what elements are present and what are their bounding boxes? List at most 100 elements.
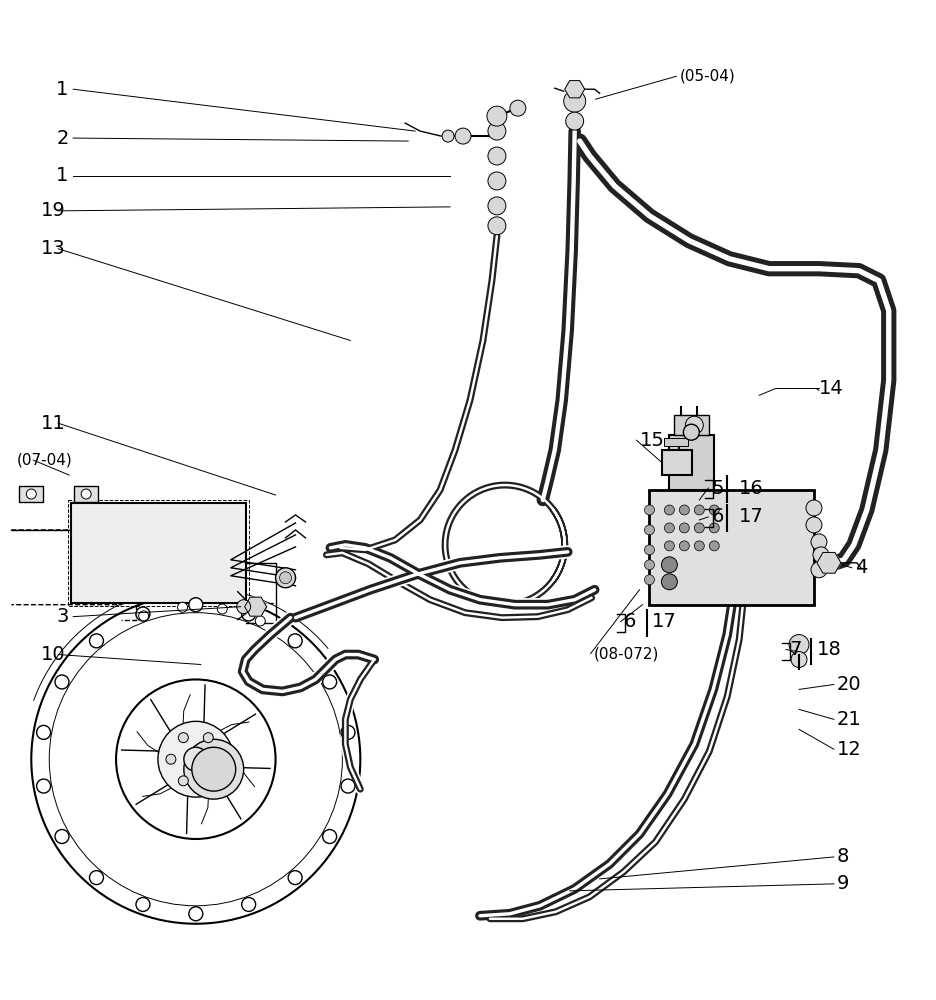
Circle shape	[37, 779, 51, 793]
Circle shape	[136, 897, 150, 911]
Circle shape	[645, 575, 654, 585]
Text: 6: 6	[623, 612, 636, 631]
Circle shape	[37, 725, 51, 739]
Text: 4: 4	[855, 558, 868, 577]
Text: 1: 1	[56, 166, 68, 185]
Circle shape	[323, 675, 337, 689]
Text: 13: 13	[41, 239, 66, 258]
Circle shape	[709, 523, 719, 533]
Circle shape	[166, 754, 176, 764]
Circle shape	[203, 776, 213, 786]
Text: 6: 6	[711, 507, 724, 526]
Circle shape	[811, 534, 826, 550]
Circle shape	[55, 830, 69, 843]
Text: 11: 11	[41, 414, 66, 433]
Circle shape	[81, 489, 91, 499]
Circle shape	[488, 217, 505, 235]
Circle shape	[179, 776, 188, 786]
Text: 7: 7	[789, 640, 801, 659]
Circle shape	[665, 505, 674, 515]
Circle shape	[323, 830, 337, 843]
Circle shape	[341, 779, 355, 793]
Circle shape	[288, 871, 302, 885]
Circle shape	[216, 754, 226, 764]
Circle shape	[341, 725, 355, 739]
Circle shape	[806, 517, 822, 533]
Text: 10: 10	[41, 645, 66, 664]
Text: 17: 17	[739, 507, 764, 526]
Circle shape	[665, 523, 674, 533]
Circle shape	[683, 424, 699, 440]
Circle shape	[709, 505, 719, 515]
Circle shape	[645, 560, 654, 570]
Circle shape	[665, 541, 674, 551]
Text: 15: 15	[639, 431, 665, 450]
Bar	[71, 503, 245, 603]
Circle shape	[275, 568, 296, 588]
Circle shape	[256, 616, 265, 626]
Text: 21: 21	[837, 710, 862, 729]
Text: 2: 2	[56, 129, 68, 148]
Circle shape	[791, 652, 807, 668]
Bar	[663, 450, 693, 475]
Text: 19: 19	[41, 201, 66, 220]
Circle shape	[645, 525, 654, 535]
Circle shape	[136, 607, 150, 621]
Text: 8: 8	[837, 847, 849, 866]
Circle shape	[488, 147, 505, 165]
Circle shape	[183, 739, 243, 799]
Circle shape	[26, 489, 37, 499]
Circle shape	[662, 557, 678, 573]
Circle shape	[178, 602, 187, 612]
Circle shape	[709, 541, 719, 551]
Text: (07-04): (07-04)	[16, 453, 72, 468]
Circle shape	[695, 523, 704, 533]
Circle shape	[179, 733, 188, 743]
Circle shape	[488, 122, 505, 140]
Circle shape	[455, 128, 471, 144]
Circle shape	[695, 541, 704, 551]
Text: 5: 5	[711, 479, 724, 498]
Text: 20: 20	[837, 675, 861, 694]
Text: (08-072): (08-072)	[593, 646, 659, 661]
Circle shape	[487, 106, 507, 126]
Circle shape	[203, 733, 213, 743]
Circle shape	[217, 604, 227, 614]
Bar	[74, 486, 98, 502]
Circle shape	[680, 505, 689, 515]
Circle shape	[90, 634, 104, 648]
Circle shape	[241, 607, 256, 621]
Text: 9: 9	[837, 874, 849, 893]
Polygon shape	[244, 597, 267, 616]
Circle shape	[90, 871, 104, 885]
Bar	[669, 435, 714, 490]
Text: 12: 12	[837, 740, 862, 759]
Bar	[20, 486, 43, 502]
Text: 14: 14	[819, 379, 843, 398]
Text: 16: 16	[739, 479, 764, 498]
Circle shape	[189, 907, 203, 921]
Circle shape	[192, 747, 236, 791]
Bar	[665, 438, 688, 446]
Circle shape	[55, 675, 69, 689]
Text: 1: 1	[56, 80, 68, 99]
Circle shape	[695, 505, 704, 515]
Bar	[650, 490, 814, 605]
Circle shape	[158, 721, 234, 797]
Circle shape	[806, 500, 822, 516]
Circle shape	[680, 541, 689, 551]
Circle shape	[563, 90, 586, 112]
Circle shape	[488, 172, 505, 190]
Polygon shape	[817, 552, 841, 573]
Circle shape	[811, 562, 826, 578]
Circle shape	[139, 611, 149, 621]
Bar	[68, 500, 249, 606]
Circle shape	[645, 545, 654, 555]
Circle shape	[280, 572, 291, 584]
Circle shape	[237, 600, 251, 614]
Text: 3: 3	[56, 607, 68, 626]
Text: 18: 18	[817, 640, 841, 659]
Circle shape	[189, 598, 203, 612]
Circle shape	[241, 897, 256, 911]
Text: (05-04): (05-04)	[680, 69, 735, 84]
